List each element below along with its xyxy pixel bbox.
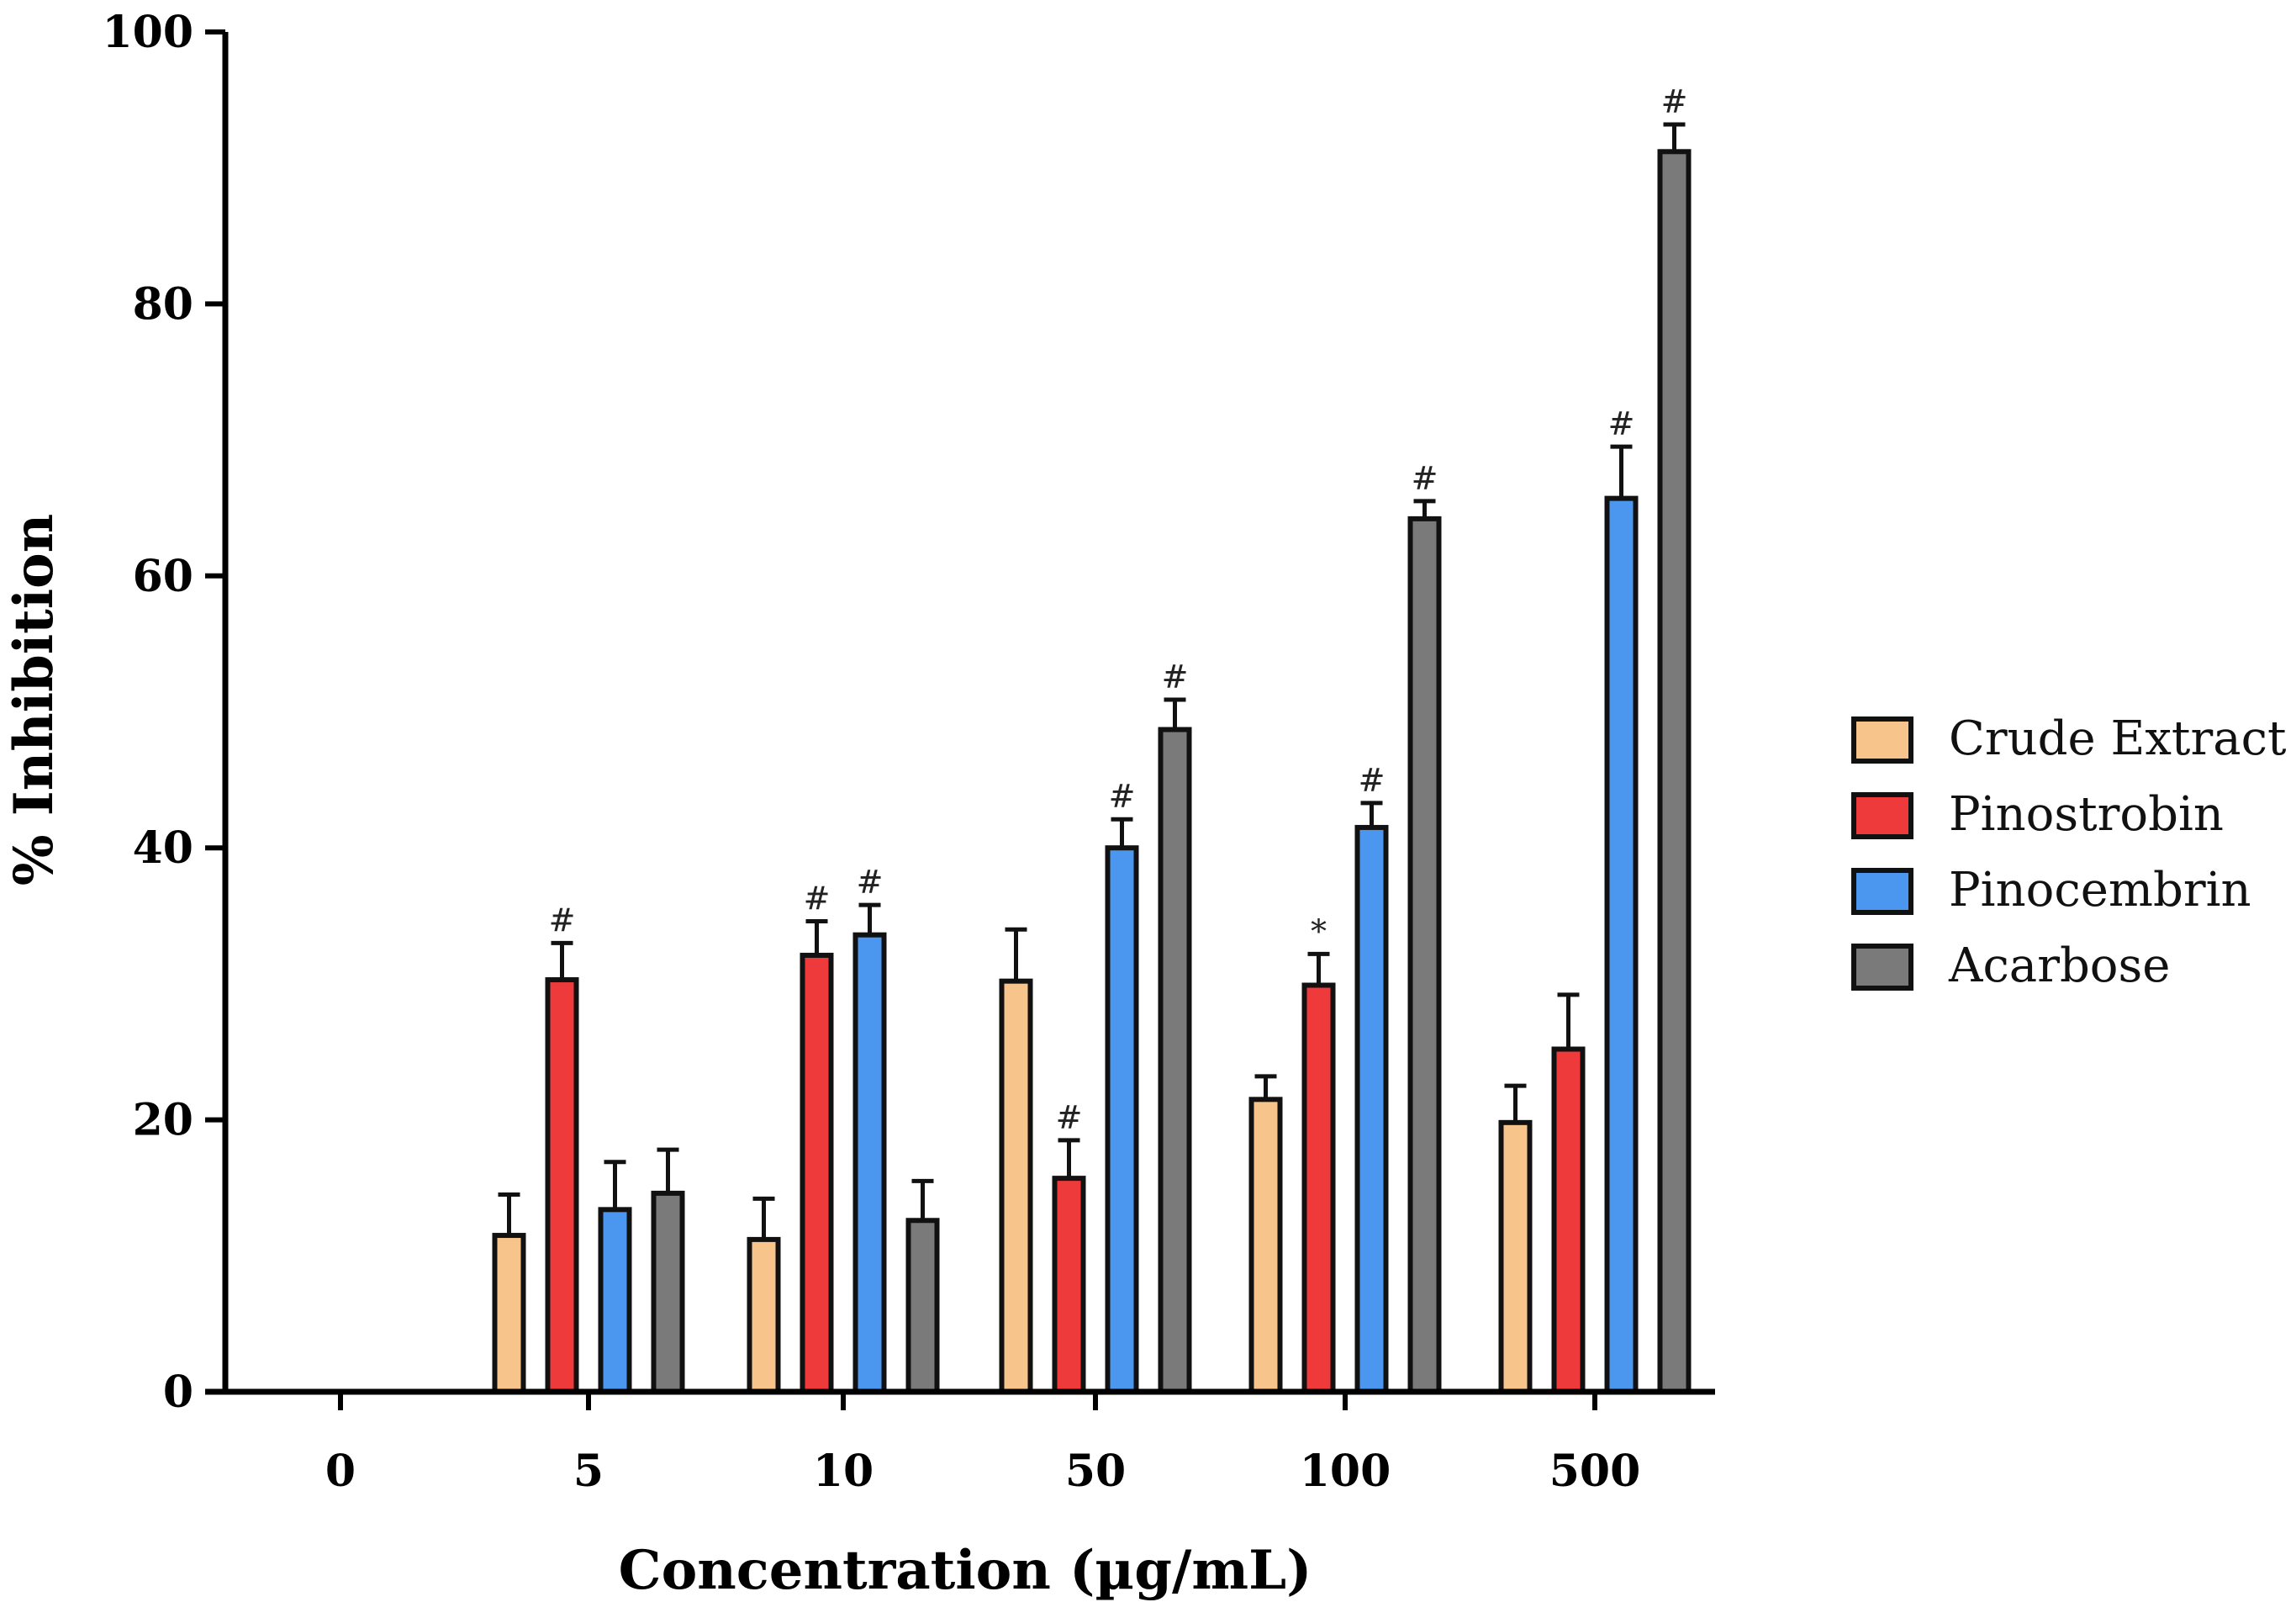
significance-label: #: [804, 880, 831, 917]
bar-pinocembrin: [1354, 824, 1389, 1394]
x-tick-label: 5: [573, 1446, 604, 1497]
bar-crude-extract: [999, 978, 1033, 1395]
significance-label: #: [1162, 658, 1189, 695]
plot-area: 0 20 40 60 80 100 0 5 #10 # #50 # # #100 * # #500 # #: [102, 7, 1715, 1497]
x-axis-title: Concentration (µg/mL): [619, 1539, 1312, 1602]
y-tick-label: 20: [133, 1095, 193, 1146]
legend-swatch: [1851, 868, 1913, 915]
legend-swatch: [1851, 716, 1913, 764]
bar-acarbose: [1158, 727, 1192, 1394]
legend-label: Crude Extract: [1949, 711, 2287, 766]
significance-label: #: [549, 902, 576, 939]
bar-acarbose: [1407, 516, 1442, 1394]
significance-label: #: [1412, 460, 1438, 497]
significance-label: #: [1661, 83, 1688, 120]
x-tick-label: 100: [1300, 1446, 1391, 1497]
x-tick-label: 500: [1549, 1446, 1641, 1497]
legend-label: Pinocembrin: [1949, 863, 2251, 917]
bar-crude-extract: [1248, 1097, 1283, 1394]
bar-pinostrobin: [1301, 982, 1336, 1394]
legend-label: Pinostrobin: [1949, 787, 2224, 842]
bar-pinocembrin: [598, 1207, 632, 1395]
y-tick-label: 80: [133, 278, 193, 330]
y-tick-label: 0: [163, 1367, 193, 1418]
legend-swatch: [1851, 944, 1913, 991]
significance-label: #: [1056, 1099, 1083, 1136]
bar-acarbose: [1657, 149, 1692, 1394]
significance-label: #: [1109, 778, 1136, 815]
bar-crude-extract: [1498, 1119, 1533, 1394]
bar-pinocembrin: [852, 932, 887, 1394]
bar-crude-extract: [747, 1236, 781, 1394]
significance-label: #: [1359, 762, 1386, 799]
y-tick-label: 40: [133, 822, 193, 874]
bar-pinocembrin: [1604, 495, 1639, 1394]
bar-pinocembrin: [1105, 845, 1139, 1394]
bar-pinostrobin: [545, 977, 579, 1394]
y-axis-title: % Inhibition: [3, 514, 66, 886]
legend: Crude Extract Pinostrobin Pinocembrin Acarb…: [1851, 711, 2287, 993]
bar-acarbose: [905, 1218, 940, 1395]
significance-label: *: [1311, 912, 1327, 949]
bar-acarbose: [651, 1190, 685, 1394]
x-tick-label: 0: [325, 1446, 356, 1497]
y-tick-label: 60: [133, 551, 193, 602]
bar-crude-extract: [492, 1233, 526, 1395]
bar-pinostrobin: [1551, 1046, 1586, 1394]
legend-label: Acarbose: [1948, 939, 2170, 993]
x-tick-label: 50: [1065, 1446, 1126, 1497]
y-tick-label: 100: [102, 7, 193, 58]
x-tick-label: 10: [813, 1446, 874, 1497]
bar-pinostrobin: [1052, 1176, 1086, 1394]
legend-swatch: [1851, 792, 1913, 839]
significance-label: #: [857, 864, 884, 901]
significance-label: #: [1608, 405, 1635, 442]
bar-pinostrobin: [800, 952, 834, 1394]
